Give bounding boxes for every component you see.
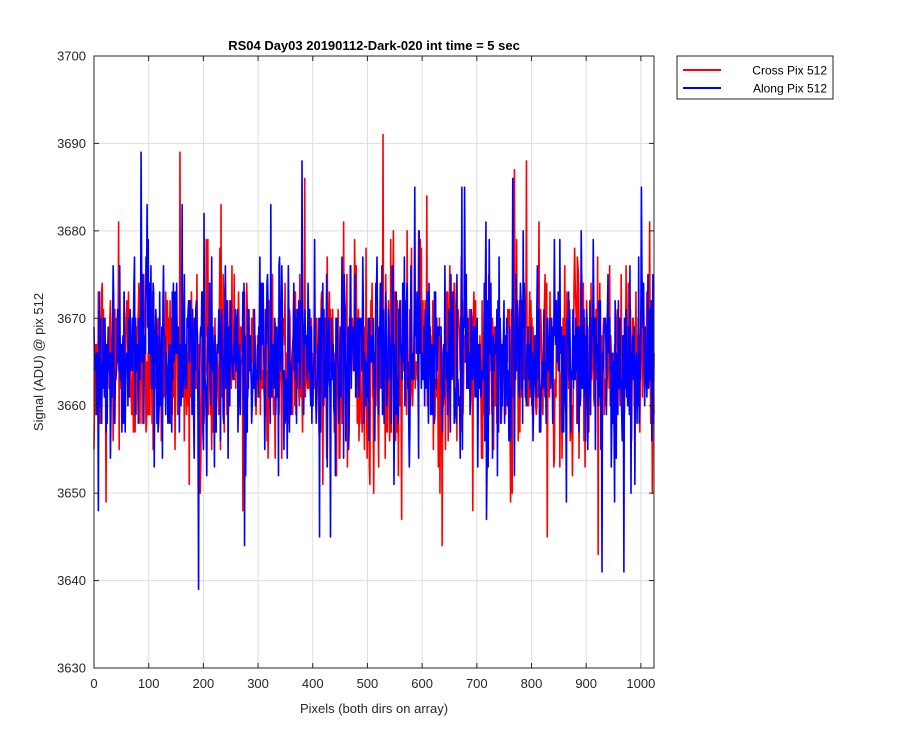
series-container <box>93 133 655 591</box>
x-tick-label: 0 <box>90 676 97 691</box>
x-tick-label: 400 <box>302 676 324 691</box>
x-tick-label: 300 <box>247 676 269 691</box>
y-tick-label: 3680 <box>57 223 86 238</box>
y-tick-label: 3630 <box>57 661 86 676</box>
x-tick-label: 700 <box>466 676 488 691</box>
x-tick-label: 200 <box>193 676 215 691</box>
y-tick-label: 3640 <box>57 573 86 588</box>
y-tick-label: 3670 <box>57 311 86 326</box>
legend: Cross Pix 512 Along Pix 512 <box>676 55 834 100</box>
chart-title: RS04 Day03 20190112-Dark-020 int time = … <box>228 38 520 53</box>
y-tick-label: 3700 <box>57 49 86 64</box>
legend-label-along-pix-512: Along Pix 512 <box>753 82 827 96</box>
x-axis-label: Pixels (both dirs on array) <box>300 701 448 716</box>
legend-box <box>676 55 834 100</box>
x-tick-label: 100 <box>138 676 160 691</box>
legend-entries: Cross Pix 512 Along Pix 512 <box>683 64 827 96</box>
x-tick-label: 900 <box>575 676 597 691</box>
y-tick-label: 3660 <box>57 398 86 413</box>
x-tick-label: 1000 <box>626 676 655 691</box>
x-tick-label: 600 <box>411 676 433 691</box>
x-tick-label: 500 <box>357 676 379 691</box>
axes-box <box>93 55 655 669</box>
y-axis-label: Signal (ADU) @ pix 512 <box>31 293 46 431</box>
plot-area: 0 100 200 300 400 500 600 700 800 900 1000 3630 3640… <box>57 49 655 692</box>
legend-label-cross-pix-512: Cross Pix 512 <box>752 64 827 78</box>
y-tick-label: 3690 <box>57 136 86 151</box>
ticks: 0 100 200 300 400 500 600 700 800 900 1000 3630 3640… <box>57 49 655 692</box>
series-line-along-pix-512 <box>93 151 655 591</box>
x-tick-label: 800 <box>521 676 543 691</box>
y-tick-label: 3650 <box>57 486 86 501</box>
